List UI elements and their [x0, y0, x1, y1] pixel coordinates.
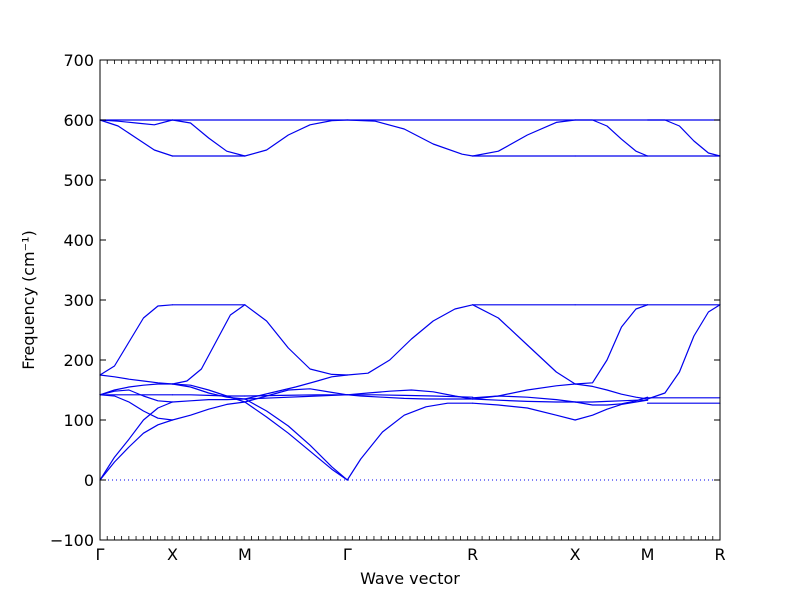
x-tick-label-6: X: [570, 545, 581, 564]
band-line-30: [472, 398, 576, 403]
band-line-45: [99, 119, 174, 157]
band-line-10: [171, 398, 246, 403]
band-line-21: [244, 401, 348, 481]
band-line-2: [99, 401, 174, 481]
band-line-26: [346, 394, 474, 398]
x-tick-label-4: Γ: [343, 545, 352, 564]
band-line-46: [99, 119, 174, 126]
y-tick-label: 500: [63, 171, 94, 190]
band-line-34: [574, 304, 649, 385]
band-line-16: [244, 304, 348, 376]
band-line-1: [99, 419, 174, 481]
x-tick-label-5: R: [467, 545, 478, 564]
x-tick-label-8: R: [714, 545, 725, 564]
x-tick-label-2: X: [167, 545, 178, 564]
y-tick-label: 0: [84, 471, 94, 490]
x-tick-label-7: M: [641, 545, 655, 564]
band-line-18: [244, 388, 348, 403]
band-line-14: [171, 304, 246, 385]
band-line-23: [346, 402, 474, 481]
band-line-17: [244, 374, 348, 400]
band-line-4: [99, 389, 174, 403]
band-line-27: [346, 304, 474, 376]
y-tick-label: 200: [63, 351, 94, 370]
axis-ticks: −100 0 100 200 300 400 500 600 700 Γ X M Γ R X M R: [50, 51, 726, 564]
y-tick-label: 400: [63, 231, 94, 250]
x-axis-title: Wave vector: [360, 569, 460, 588]
band-line-50: [346, 119, 474, 157]
y-tick-label: 600: [63, 111, 94, 130]
band-line-12: [171, 394, 246, 397]
band-line-51: [472, 119, 576, 157]
band-line-8: [99, 304, 174, 376]
band-line-40: [646, 304, 721, 400]
plot-frame: [99, 59, 721, 541]
band-line-20: [244, 394, 348, 397]
band-line-38: [574, 396, 649, 406]
x-tick-label-3: M: [238, 545, 252, 564]
band-line-35: [574, 383, 649, 400]
band-line-9: [171, 401, 246, 421]
band-line-3: [99, 394, 174, 421]
y-tick-label: −100: [50, 531, 94, 550]
y-tick-label: 700: [63, 51, 94, 70]
dispersion-lines: [99, 119, 721, 481]
band-line-47: [171, 119, 246, 157]
band-line-13: [171, 383, 246, 403]
band-line-7: [99, 374, 174, 385]
band-line-25: [346, 389, 474, 400]
band-line-36: [574, 399, 649, 421]
x-tick-label-1: Γ: [96, 545, 105, 564]
y-axis-title: Frequency (cm⁻¹): [19, 230, 38, 369]
band-line-24: [346, 394, 474, 400]
band-line-11: [171, 383, 246, 400]
band-line-5: [99, 383, 174, 396]
band-line-22: [244, 398, 348, 481]
band-line-28: [472, 304, 576, 385]
band-line-49: [244, 119, 348, 157]
band-line-53: [574, 119, 649, 157]
y-tick-label: 100: [63, 411, 94, 430]
band-line-31: [472, 402, 576, 421]
y-tick-label: 300: [63, 291, 94, 310]
band-line-55: [646, 119, 721, 157]
band-line-32: [472, 395, 576, 403]
